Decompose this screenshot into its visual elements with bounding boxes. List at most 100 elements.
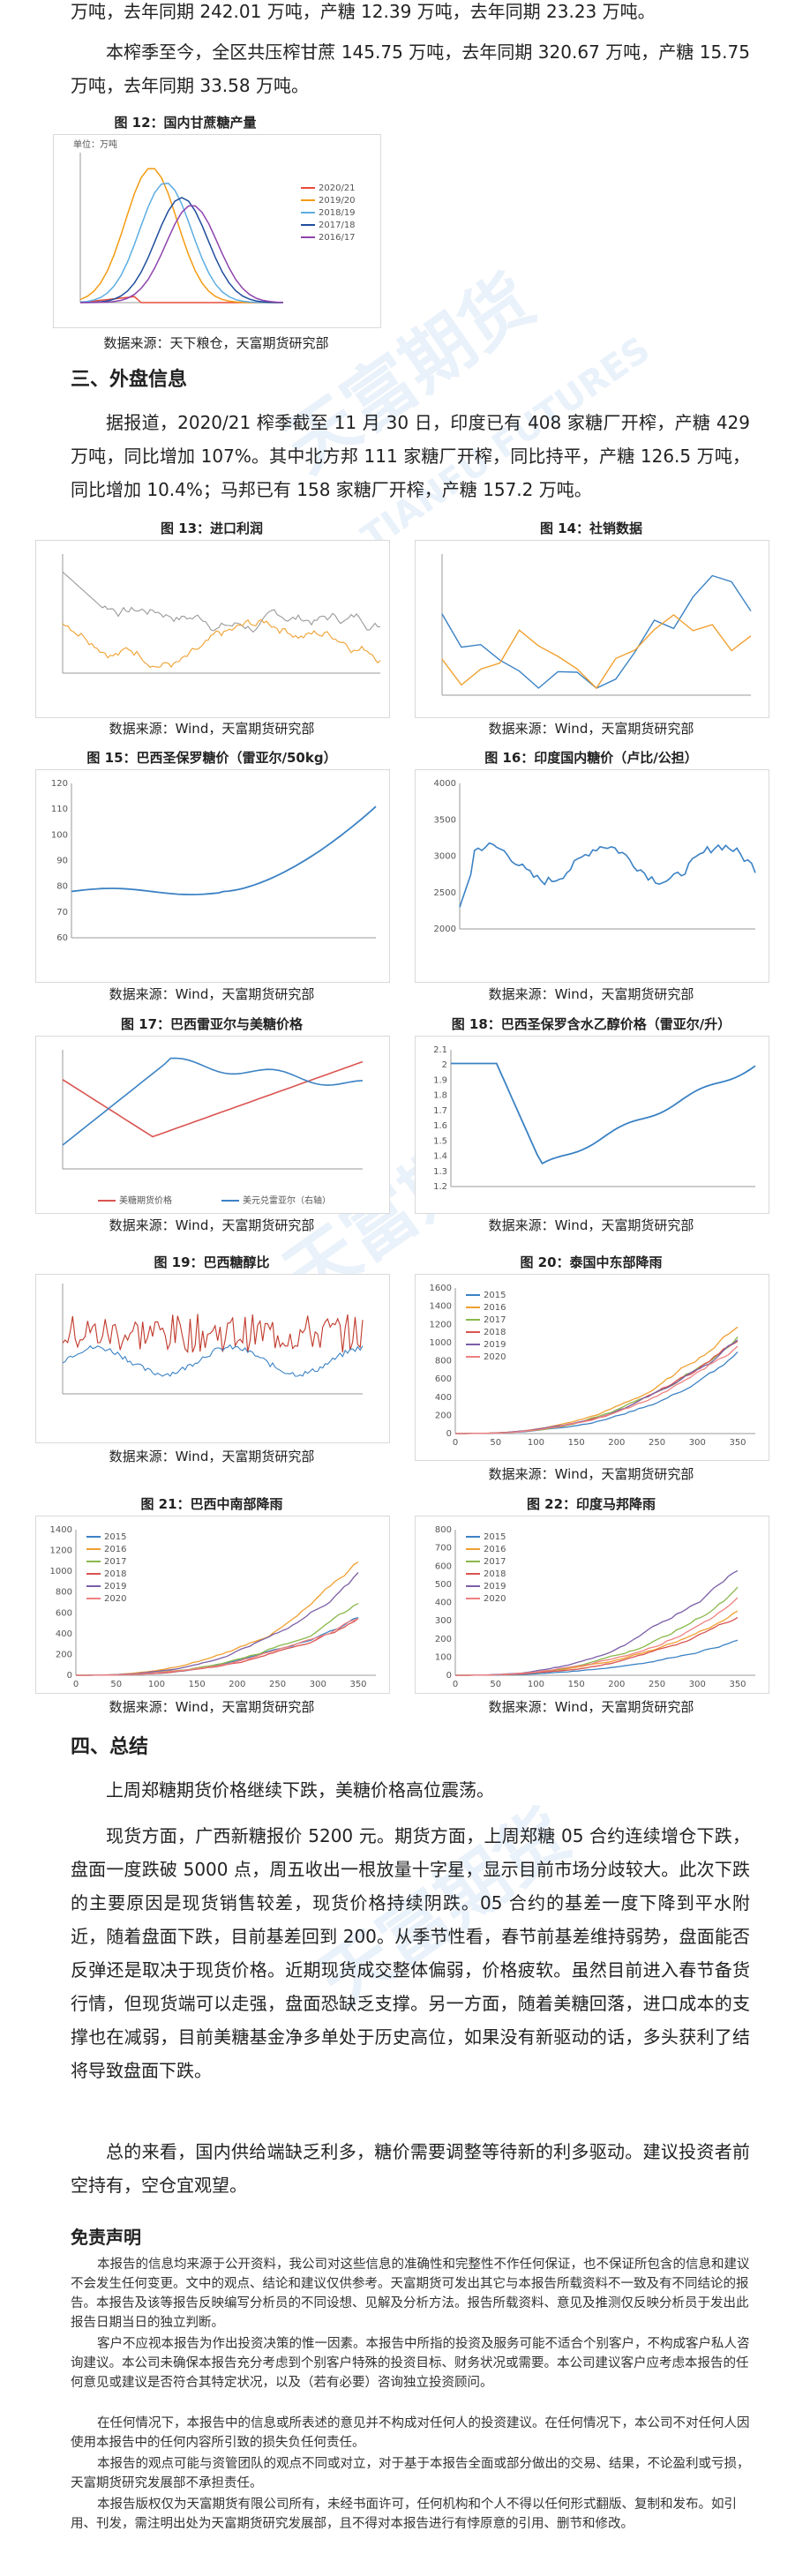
fig20-legend-label: 2019: [484, 1340, 506, 1350]
fig12-svg: 单位：万吨 2020/21 2019/20 2018/19 2017/18 2016/1…: [73, 139, 356, 303]
fig21-legend-label: 2020: [104, 1594, 126, 1604]
fig20-xtick: 300: [689, 1438, 706, 1448]
fig13-source: 数据来源：Wind，天富期货研究部: [109, 721, 315, 737]
fig21-legend-label: 2015: [104, 1532, 126, 1542]
fig22-xtick: 50: [490, 1680, 501, 1689]
fig21-xtick: 250: [269, 1680, 286, 1689]
fig21-xtick: 50: [110, 1680, 122, 1689]
fig16-source: 数据来源：Wind，天富期货研究部: [488, 986, 694, 1002]
fig21-legend-label: 2018: [104, 1569, 126, 1579]
fig21-xtick: 350: [349, 1680, 366, 1689]
fig20-xtick: 350: [729, 1438, 746, 1448]
fig21-ytick: 1000: [50, 1567, 72, 1576]
fig21-ytick: 400: [56, 1629, 72, 1639]
fig18-ytick: 1.6: [433, 1121, 447, 1131]
fig21-xtick: 0: [73, 1680, 79, 1689]
fig22-ytick: 0: [446, 1671, 452, 1681]
disclaimer-p1: 本报告的信息均来源于公开资料，我公司对这些信息的准确性和完整性不作任何保证，也不…: [71, 2258, 750, 2330]
fig15-ytick: 110: [51, 805, 68, 814]
fig15-ytick: 60: [56, 933, 68, 943]
fig22-legend-label: 2019: [484, 1582, 506, 1591]
fig20-xtick: 0: [453, 1438, 458, 1448]
fig22-legend-label: 2018: [484, 1569, 506, 1579]
fig20-legend-label: 2018: [484, 1328, 506, 1337]
fig21-legend-label: 2019: [104, 1582, 126, 1591]
fig18-ytick: 1.2: [433, 1182, 447, 1192]
fig21-xtick: 100: [148, 1680, 165, 1689]
fig21-ytick: 1400: [50, 1525, 72, 1535]
fig13-series-1: [62, 618, 381, 669]
fig15-caption: 图 15：巴西圣保罗糖价（雷亚尔/50kg）: [86, 750, 337, 766]
fig22-ytick: 100: [435, 1652, 452, 1662]
fig20-xtick: 150: [568, 1438, 585, 1448]
fig18-ytick: 1.9: [433, 1075, 447, 1085]
section4-p3: 总的来看，国内供给端缺乏利多，糖价需要调整等待新的利多驱动。建议投资者前空持有，…: [71, 2141, 750, 2196]
fig12-legend-label: 2020/21: [319, 183, 356, 193]
fig20-series-0: [455, 1351, 739, 1434]
fig15-ytick: 70: [56, 908, 68, 917]
section4-p1: 上周郑糖期货价格继续下跌，美糖价格高位震荡。: [106, 1779, 494, 1801]
disclaimer-p4: 本报告的观点可能与资管团队的观点不同或对立，对于基于本报告全面或部分做出的交易、…: [71, 2457, 750, 2490]
disclaimer-p3: 在任何情况下，本报告中的信息或所表述的意见并不构成对任何人的投资建议。在任何情况…: [71, 2416, 750, 2450]
fig18-source: 数据来源：Wind，天富期货研究部: [488, 1217, 694, 1233]
fig16-chart: 4000 3500 3000 2500 2000: [415, 769, 769, 983]
fig21-caption: 图 21：巴西中南部降雨: [140, 1496, 283, 1512]
fig20-chart: 1600 1400 1200 1000 800 600 400 200 0 0 50 100 150 20…: [415, 1274, 769, 1461]
fig18-ytick: 2: [442, 1060, 447, 1070]
fig21-xtick: 200: [229, 1680, 245, 1689]
fig12-series-1: [79, 168, 283, 303]
fig20-xtick: 200: [608, 1438, 625, 1448]
fig22-ytick: 400: [435, 1599, 452, 1608]
fig17-source: 数据来源：Wind，天富期货研究部: [109, 1217, 315, 1233]
fig15-ytick: 80: [56, 882, 68, 892]
fig20-series-5: [455, 1345, 739, 1434]
fig20-ytick: 400: [435, 1393, 452, 1403]
section4-title: 四、总结: [71, 1736, 149, 1758]
fig18-chart: 2.1 2 1.9 1.8 1.7 1.6 1.5 1.4 1.3 1.2: [415, 1036, 769, 1214]
fig20-ytick: 1600: [430, 1284, 452, 1293]
fig21-legend-label: 2016: [104, 1545, 126, 1554]
disclaimer-p2: 客户不应视本报告为作出投资决策的惟一因素。本报告中所指的投资及服务可能不适合个别…: [71, 2337, 750, 2390]
fig15-source: 数据来源：Wind，天富期货研究部: [109, 986, 315, 1002]
fig17-legend-label: 美糖期货价格: [119, 1194, 172, 1206]
disclaimer-p5: 本报告版权仅为天富期货有限公司所有，未经书面许可，任何机构和个人不得以任何形式翻…: [71, 2497, 737, 2531]
fig22-series-0: [455, 1639, 739, 1676]
fig12-legend-label: 2017/18: [319, 221, 356, 230]
fig15-ytick: 100: [51, 830, 68, 840]
fig15-series: [71, 805, 377, 895]
section3-para: 据报道，2020/21 榨季截至 11 月 30 日，印度已有 408 家糖厂开…: [71, 412, 750, 500]
section4-p2: 现货方面，广西新糖报价 5200 元。期货方面，上周郑糖 05 合约连续增仓下跌…: [71, 1825, 750, 2081]
fig22-legend-label: 2020: [484, 1594, 506, 1604]
fig16-ytick: 3000: [434, 852, 456, 862]
fig17-chart: 美糖期货价格 美元兑雷亚尔（右轴）: [35, 1036, 390, 1214]
disclaimer-title: 免责声明: [71, 2227, 141, 2248]
fig22-legend-label: 2016: [484, 1545, 506, 1554]
fig22-ytick: 800: [435, 1525, 452, 1535]
fig22-ytick: 500: [435, 1580, 452, 1590]
fig22-ytick: 700: [435, 1544, 452, 1554]
fig18-ytick: 1.8: [433, 1091, 447, 1101]
fig14-chart: [415, 540, 769, 718]
fig20-svg: 1600 1400 1200 1000 800 600 400 200 00 50 100 150 20…: [430, 1284, 755, 1448]
fig20-source: 数据来源：Wind，天富期货研究部: [488, 1466, 694, 1482]
fig20-legend-label: 2017: [484, 1315, 506, 1325]
fig17-svg: 美糖期货价格 美元兑雷亚尔（右轴）: [62, 1050, 364, 1206]
fig18-ytick: 1.4: [433, 1152, 447, 1162]
fig12-legend-label: 2019/20: [319, 196, 356, 206]
fig22-ytick: 300: [435, 1616, 452, 1626]
text-para-2: 本榨季至今，全区共压榨甘蔗 145.75 万吨，去年同期 320.67 万吨，产…: [71, 41, 750, 96]
fig22-legend-label: 2017: [484, 1557, 506, 1567]
fig17-series-sugar: [62, 1060, 364, 1138]
fig13-svg: [62, 554, 381, 674]
fig15-ytick: 90: [56, 857, 68, 866]
fig12-legend-label: 2018/19: [319, 208, 356, 218]
fig20-xtick: 100: [528, 1438, 544, 1448]
fig14-caption: 图 14：社销数据: [539, 520, 643, 536]
fig20-ytick: 1200: [430, 1320, 452, 1329]
fig13-series-0: [62, 571, 380, 633]
fig21-legend-label: 2017: [104, 1557, 126, 1567]
fig14-series-1: [441, 614, 752, 690]
fig20-ytick: 0: [446, 1429, 452, 1439]
fig15-svg: 120 110 100 90 80 70 60: [51, 779, 377, 943]
